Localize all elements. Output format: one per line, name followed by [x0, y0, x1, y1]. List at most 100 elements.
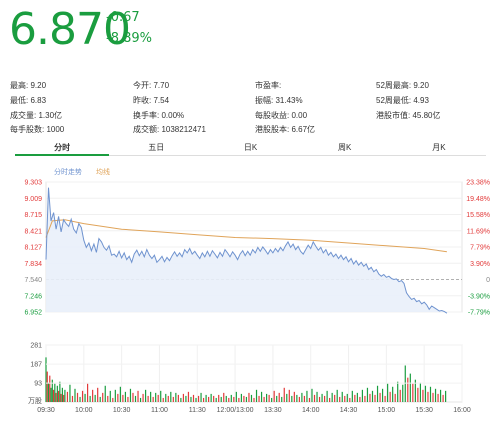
volume-bar	[202, 397, 205, 402]
volume-bar	[144, 389, 147, 402]
volume-bar	[445, 390, 447, 402]
price-tick-label: 8.127	[24, 245, 42, 252]
price-tick-label: 8.715	[24, 212, 42, 219]
volume-bar	[185, 395, 187, 402]
legend-average: 均线	[96, 167, 110, 176]
volume-bar	[61, 387, 63, 402]
time-tick-label: 15:00	[378, 407, 396, 414]
volume-bar	[162, 397, 164, 402]
volume-bar	[200, 392, 202, 402]
stat-separator: :	[271, 96, 276, 105]
volume-bar	[192, 394, 195, 402]
stat-label: 成交量	[10, 111, 34, 120]
volume-bar	[339, 396, 341, 402]
volume-bar	[359, 396, 361, 402]
volume-bar	[94, 394, 96, 402]
time-tick-label: 10:30	[113, 407, 131, 414]
period-tabs: 分时 五日 日K 周K 月K	[15, 142, 487, 156]
volume-bar	[104, 385, 106, 402]
volume-bar	[258, 395, 260, 402]
volume-bar	[260, 391, 263, 402]
volume-bar	[102, 392, 104, 402]
volume-bar	[369, 393, 371, 402]
time-tick-label: 09:30	[37, 407, 55, 414]
tab-weekly-k[interactable]: 周K	[297, 142, 392, 156]
volume-bar	[172, 396, 174, 402]
stat-separator: :	[149, 96, 154, 105]
volume-bar	[97, 387, 99, 402]
stat-label: 振幅	[255, 96, 271, 105]
volume-bar	[346, 393, 348, 402]
price-tick-label: 7.246	[24, 293, 42, 300]
tab-five-day[interactable]: 五日	[109, 142, 204, 156]
stat-value: 9.20	[413, 81, 429, 90]
stat-value: 9.20	[30, 81, 47, 90]
volume-bar	[155, 392, 157, 402]
stat-value: 0.00%	[161, 111, 185, 120]
stat-separator: :	[408, 96, 414, 105]
stat-value: 31.43%	[275, 96, 303, 105]
percent-tick-label: 23.38%	[466, 180, 490, 187]
time-tick-label: 10:00	[75, 407, 93, 414]
volume-bar	[69, 384, 71, 402]
stat-item: 今开: 7.70	[133, 80, 169, 91]
stat-label: 每手股数	[10, 125, 42, 134]
tab-intraday[interactable]: 分时	[15, 142, 110, 156]
volume-bar	[160, 390, 162, 402]
volume-bar	[351, 390, 353, 402]
volume-bar	[112, 397, 114, 402]
stat-separator: :	[157, 125, 162, 134]
average-line	[45, 219, 447, 253]
time-tick-label: 15:30	[415, 407, 433, 414]
volume-bar	[248, 392, 250, 402]
volume-bar	[66, 391, 69, 402]
volume-bar	[366, 387, 369, 402]
price-change-percent: -8.89%	[106, 31, 152, 46]
volume-bar	[59, 381, 61, 402]
volume-bar	[313, 394, 316, 402]
price-tick-label: 9.303	[24, 180, 42, 187]
volume-bar	[63, 394, 65, 402]
volume-bar	[71, 395, 74, 402]
volume-bar	[54, 383, 56, 402]
volume-bar	[296, 394, 298, 402]
stat-item: 成交量: 1.30亿	[10, 110, 62, 121]
tab-daily-k[interactable]: 日K	[203, 142, 298, 156]
stat-value: 7.54	[153, 96, 170, 105]
volume-bar	[253, 397, 255, 402]
volume-bar	[215, 397, 217, 402]
volume-bar	[117, 393, 119, 402]
stat-value: 1038212471	[161, 125, 206, 134]
volume-bar	[376, 385, 379, 402]
volume-bar	[318, 396, 321, 402]
volume-bar	[55, 392, 57, 402]
stat-value: 1000	[46, 125, 65, 134]
volume-bar	[303, 395, 306, 402]
volume-bar	[442, 394, 444, 402]
volume-bar	[195, 397, 197, 402]
volume-bar	[139, 397, 142, 402]
percent-tick-label: 15.58%	[466, 212, 490, 219]
volume-bar	[427, 391, 429, 402]
volume-bar	[402, 384, 404, 402]
volume-bar	[308, 397, 311, 402]
tab-monthly-k[interactable]: 月K	[391, 142, 487, 156]
volume-bar	[235, 391, 237, 402]
volume-bar	[387, 383, 389, 402]
volume-bar	[46, 371, 48, 402]
price-tick-label: 7.834	[24, 261, 42, 268]
volume-bar	[238, 397, 240, 402]
stat-value: 6.67亿	[291, 125, 316, 134]
stat-item: 最高: 9.20	[10, 80, 46, 91]
volume-bar	[255, 389, 258, 402]
percent-tick-label: -3.90%	[468, 293, 490, 300]
volume-bar	[432, 392, 434, 402]
stat-label: 今开	[133, 81, 149, 90]
stat-value: 7.70	[153, 81, 170, 90]
volume-bar	[384, 395, 386, 402]
volume-bar	[349, 397, 351, 402]
volume-bar	[51, 379, 53, 402]
volume-bar	[414, 379, 416, 402]
volume-plot-frame	[45, 344, 463, 403]
